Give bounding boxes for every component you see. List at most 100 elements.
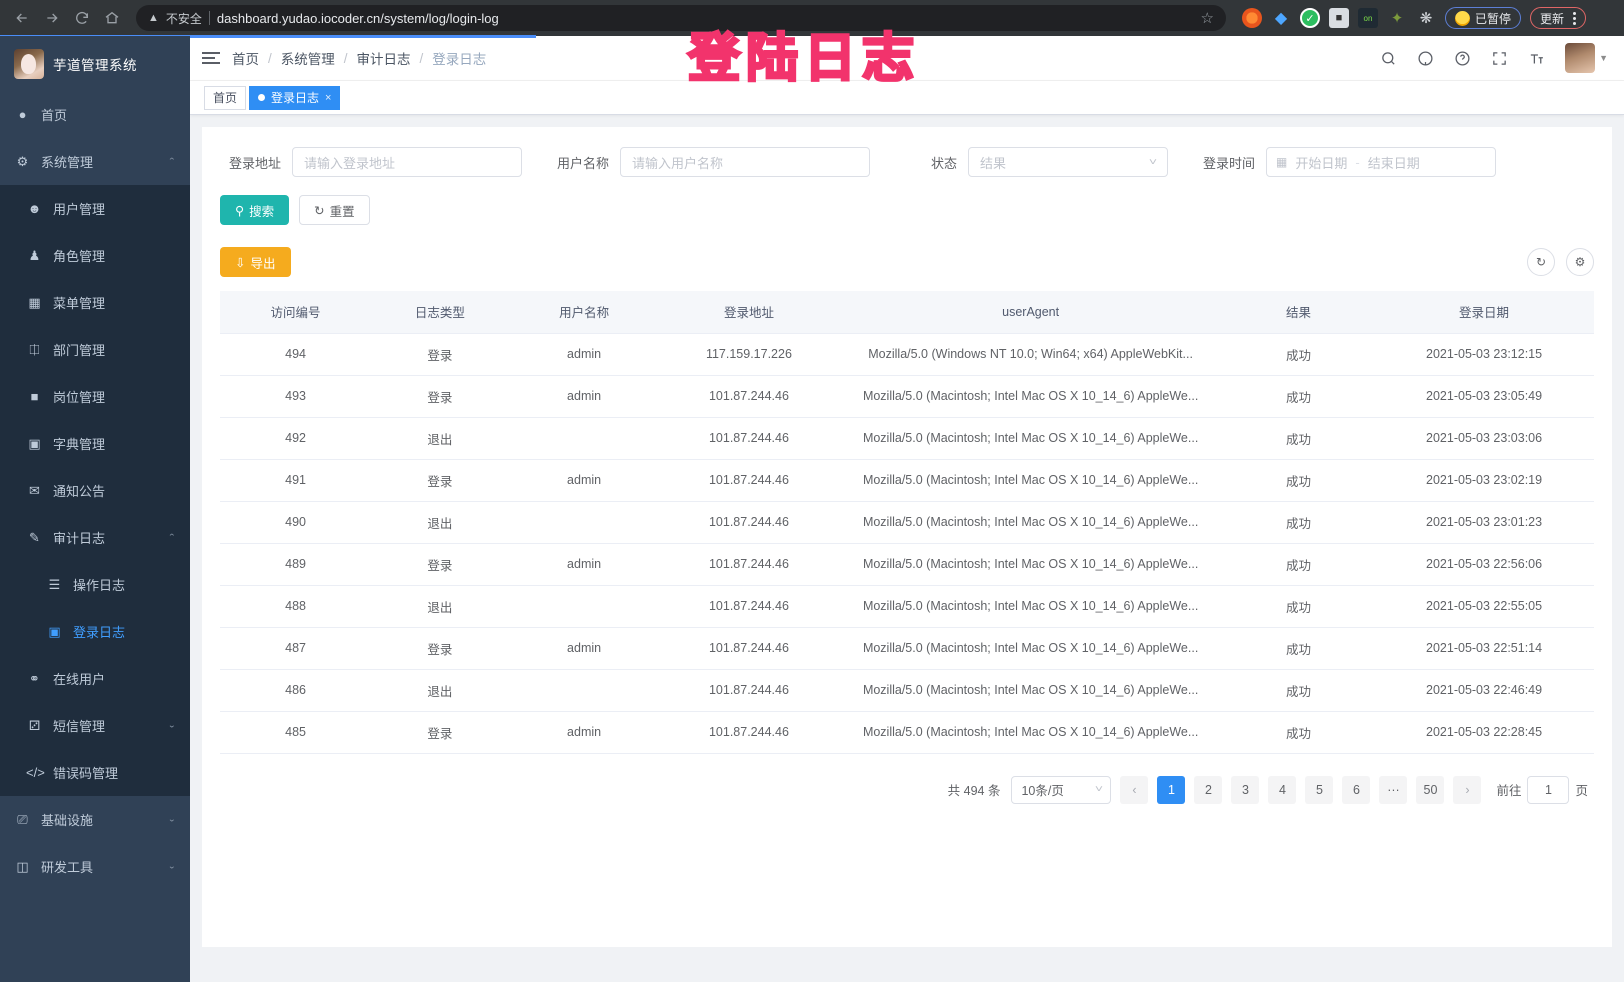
help-icon[interactable] (1454, 50, 1471, 67)
login-address-input[interactable]: 请输入登录地址 (292, 147, 522, 177)
pagination-total: 共 494 条 (947, 784, 1001, 798)
avatar[interactable]: ▼ (1565, 43, 1608, 73)
breadcrumb-item-audit[interactable]: 审计日志 (356, 52, 411, 67)
table-row[interactable]: 491 登录 admin 101.87.244.46 Mozilla/5.0 (… (220, 459, 1594, 502)
sidebar-brand[interactable]: 芋道管理系统 (0, 36, 190, 91)
sidebar-item-audit-log[interactable]: ✎ 审计日志 ⌃ (0, 514, 190, 561)
table-row[interactable]: 488 退出 101.87.244.46 Mozilla/5.0 (Macint… (220, 585, 1594, 628)
sidebar-item-label: 用户管理 (53, 202, 106, 217)
pagination-page-3[interactable]: 3 (1231, 775, 1260, 804)
cell-address: 101.87.244.46 (659, 417, 839, 460)
pagination-page-6[interactable]: 6 (1342, 775, 1371, 804)
refresh-circle-icon[interactable]: ↻ (1527, 248, 1555, 276)
cell-type: 登录 (371, 627, 509, 670)
extension-green-check-icon[interactable]: ✓ (1300, 8, 1320, 28)
font-size-icon[interactable] (1528, 50, 1545, 67)
breadcrumb-item-system[interactable]: 系统管理 (280, 52, 335, 67)
extension-leaf-icon[interactable]: ✦ (1390, 10, 1404, 27)
status-select[interactable]: 结果 ˅ (968, 147, 1168, 177)
columns-settings-icon[interactable]: ⚙ (1566, 248, 1594, 276)
export-button[interactable]: ⇩ 导出 (220, 247, 291, 277)
extension-on-badge-icon[interactable]: on (1358, 8, 1378, 28)
bookmark-star-icon[interactable]: ☆ (1200, 10, 1214, 27)
reset-button[interactable]: ↻ 重置 (299, 195, 370, 225)
sidebar-item-login-log[interactable]: ▣ 登录日志 (0, 608, 190, 655)
sidebar-item-home[interactable]: ● 首页 (0, 91, 190, 138)
address-bar[interactable]: ▲ 不安全 dashboard.yudao.iocoder.cn/system/… (136, 5, 1226, 31)
tab-login-log[interactable]: 登录日志 × (249, 85, 341, 110)
page-size-select[interactable]: 10条/页 ˅ (1011, 775, 1112, 804)
start-date-input[interactable]: 开始日期 (1295, 155, 1348, 171)
table-row[interactable]: 493 登录 admin 101.87.244.46 Mozilla/5.0 (… (220, 375, 1594, 418)
extension-diamond-icon[interactable]: ◆ (1274, 10, 1288, 27)
forward-arrow-icon[interactable] (38, 4, 66, 32)
pagination-page-2[interactable]: 2 (1194, 775, 1223, 804)
github-icon[interactable] (1417, 50, 1434, 67)
hamburger-icon[interactable] (202, 52, 220, 64)
sidebar-item-label: 首页 (41, 108, 68, 123)
pagination-page-1[interactable]: 1 (1157, 775, 1186, 804)
table-row[interactable]: 492 退出 101.87.244.46 Mozilla/5.0 (Macint… (220, 417, 1594, 460)
pagination-next-button[interactable]: › (1453, 775, 1482, 804)
sidebar-item-menu-management[interactable]: ▦ 菜单管理 (0, 279, 190, 326)
sidebar-item-online-user[interactable]: ⚭ 在线用户 (0, 655, 190, 702)
pagination-last-page[interactable]: 50 (1416, 775, 1445, 804)
search-button[interactable]: ⚲ 搜索 (220, 195, 290, 225)
close-icon[interactable]: × (325, 91, 332, 104)
chevron-down-icon: ⌄ (167, 815, 176, 824)
table-row[interactable]: 494 登录 admin 117.159.17.226 Mozilla/5.0 … (220, 333, 1594, 376)
search-form: 登录地址 请输入登录地址 用户名称 请输入用户名称 状态 结果 ˅ (220, 143, 1594, 193)
sidebar-item-user-management[interactable]: ☻ 用户管理 (0, 185, 190, 232)
sidebar-item-operation-log[interactable]: ☰ 操作日志 (0, 561, 190, 608)
pagination-page-5[interactable]: 5 (1305, 775, 1334, 804)
sidebar-item-error-code[interactable]: </> 错误码管理 (0, 749, 190, 796)
table-row[interactable]: 489 登录 admin 101.87.244.46 Mozilla/5.0 (… (220, 543, 1594, 586)
end-date-input[interactable]: 结束日期 (1367, 155, 1420, 171)
breadcrumb-item-home[interactable]: 首页 (232, 52, 259, 67)
table-row[interactable]: 486 退出 101.87.244.46 Mozilla/5.0 (Macint… (220, 669, 1594, 712)
table-toolbar-right: ↻ ⚙ (1527, 248, 1594, 276)
book-icon: ▣ (28, 435, 41, 451)
field-login-time: 登录时间 ▦ 开始日期 - 结束日期 (1194, 147, 1496, 177)
sidebar-item-system-management[interactable]: ⚙ 系统管理 ⌃ (0, 138, 190, 185)
search-icon: ⚲ (235, 203, 245, 218)
tab-home[interactable]: 首页 (204, 85, 247, 110)
table-row[interactable]: 490 退出 101.87.244.46 Mozilla/5.0 (Macint… (220, 501, 1594, 544)
login-time-daterange[interactable]: ▦ 开始日期 - 结束日期 (1266, 147, 1496, 177)
cell-date: 2021-05-03 23:12:15 (1374, 333, 1594, 376)
home-icon[interactable] (98, 4, 126, 32)
username-input[interactable]: 请输入用户名称 (620, 147, 870, 177)
fullscreen-icon[interactable] (1491, 50, 1508, 67)
sidebar-item-dev-tools[interactable]: ◫ 研发工具 ⌄ (0, 843, 190, 890)
sidebar-item-label: 通知公告 (53, 484, 106, 499)
cell-address: 117.159.17.226 (659, 333, 839, 376)
extension-orange-icon[interactable] (1242, 8, 1262, 28)
update-button[interactable]: 更新 (1530, 7, 1587, 29)
sidebar-item-role-management[interactable]: ♟ 角色管理 (0, 232, 190, 279)
cell-result: 成功 (1222, 669, 1375, 712)
sidebar-item-dict-management[interactable]: ▣ 字典管理 (0, 420, 190, 467)
sidebar-item-post-management[interactable]: ■ 岗位管理 (0, 373, 190, 420)
extension-translate-icon[interactable]: ■ (1329, 8, 1349, 28)
cell-date: 2021-05-03 23:02:19 (1374, 459, 1594, 502)
pagination-page-4[interactable]: 4 (1268, 775, 1297, 804)
pagination-prev-button[interactable]: ‹ (1120, 775, 1149, 804)
extension-puzzle-icon[interactable]: ❋ (1419, 10, 1433, 27)
reload-icon[interactable] (68, 4, 96, 32)
table-row[interactable]: 485 登录 admin 101.87.244.46 Mozilla/5.0 (… (220, 711, 1594, 754)
sidebar-item-infrastructure[interactable]: ⎚ 基础设施 ⌄ (0, 796, 190, 843)
cell-result: 成功 (1222, 627, 1375, 670)
pagination-ellipsis[interactable]: ··· (1379, 775, 1408, 804)
cell-address: 101.87.244.46 (659, 501, 839, 544)
cell-result: 成功 (1222, 459, 1375, 502)
sidebar-item-sms-management[interactable]: ⚂ 短信管理 ⌄ (0, 702, 190, 749)
sidebar-item-notice[interactable]: ✉ 通知公告 (0, 467, 190, 514)
sidebar-item-dept-management[interactable]: ⎅ 部门管理 (0, 326, 190, 373)
kebab-menu-icon[interactable] (1569, 11, 1577, 25)
jump-page-input[interactable]: 1 (1527, 775, 1570, 804)
table-row[interactable]: 487 登录 admin 101.87.244.46 Mozilla/5.0 (… (220, 627, 1594, 670)
back-arrow-icon[interactable] (8, 4, 36, 32)
paused-status-button[interactable]: 已暂停 (1445, 7, 1522, 29)
search-icon[interactable] (1380, 50, 1397, 67)
chevron-down-icon: ⌄ (167, 862, 176, 871)
